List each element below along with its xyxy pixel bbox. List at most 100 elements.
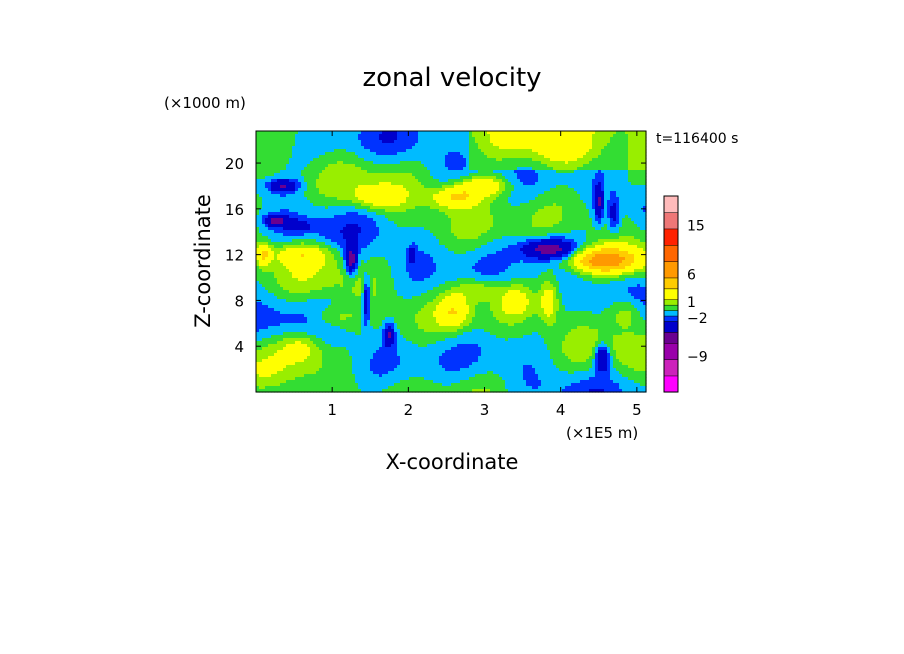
heatmap-field [256,131,647,393]
heatmap-cell [529,140,533,144]
heatmap-cell [373,242,377,246]
heatmap-cell [448,230,452,234]
heatmap-cell [580,242,584,246]
heatmap-cell [289,224,293,228]
heatmap-cell [301,167,305,171]
heatmap-cell [346,164,350,168]
heatmap-cell [547,155,551,159]
heatmap-cell [553,134,557,138]
heatmap-cell [325,242,329,246]
heatmap-cell [502,218,506,222]
heatmap-cell [520,203,524,207]
heatmap-cell [382,236,386,240]
heatmap-cell [394,245,398,249]
heatmap-cell [361,158,365,162]
heatmap-cell [481,134,485,138]
heatmap-cell [625,164,629,168]
heatmap-cell [577,176,581,180]
heatmap-cell [259,227,263,231]
heatmap-cell [541,236,545,240]
heatmap-cell [589,152,593,156]
heatmap-cell [265,224,269,228]
heatmap-cell [529,176,533,180]
heatmap-cell [286,149,290,153]
heatmap-cell [505,218,509,222]
heatmap-cell [541,170,545,174]
heatmap-cell [424,143,428,147]
heatmap-cell [634,167,638,171]
heatmap-cell [472,140,476,144]
heatmap-cell [424,212,428,216]
heatmap-cell [286,146,290,150]
heatmap-cell [322,203,326,207]
heatmap-cell [538,158,542,162]
heatmap-cell [538,209,542,213]
heatmap-cell [403,167,407,171]
heatmap-cell [532,200,536,204]
heatmap-cell [331,239,335,243]
heatmap-cell [625,161,629,165]
heatmap-cell [364,170,368,174]
heatmap-cell [586,140,590,144]
heatmap-cell [334,140,338,144]
heatmap-cell [607,131,611,135]
heatmap-cell [436,218,440,222]
heatmap-cell [280,242,284,246]
heatmap-cell [580,200,584,204]
heatmap-cell [511,158,515,162]
heatmap-cell [511,164,515,168]
heatmap-cell [355,143,359,147]
heatmap-cell [379,155,383,159]
heatmap-cell [364,161,368,165]
heatmap-cell [538,221,542,225]
heatmap-cell [451,137,455,141]
heatmap-cell [604,179,608,183]
heatmap-cell [466,209,470,213]
heatmap-cell [283,152,287,156]
heatmap-cell [511,227,515,231]
heatmap-cell [466,179,470,183]
heatmap-cell [265,137,269,141]
heatmap-cell [490,179,494,183]
heatmap-cell [262,152,266,156]
heatmap-cell [517,188,521,192]
heatmap-cell [529,164,533,168]
heatmap-cell [331,206,335,210]
heatmap-cell [379,185,383,189]
heatmap-cell [574,143,578,147]
heatmap-cell [631,137,635,141]
heatmap-cell [517,134,521,138]
heatmap-cell [481,182,485,186]
heatmap-cell [550,239,554,243]
heatmap-cell [376,176,380,180]
heatmap-cell [271,218,275,222]
heatmap-cell [316,140,320,144]
heatmap-cell [349,197,353,201]
heatmap-cell [523,164,527,168]
heatmap-cell [538,176,542,180]
heatmap-cell [454,236,458,240]
heatmap-cell [301,236,305,240]
heatmap-cell [487,218,491,222]
heatmap-cell [424,191,428,195]
heatmap-cell [325,197,329,201]
heatmap-cell [574,140,578,144]
heatmap-cell [634,212,638,216]
heatmap-cell [640,188,644,192]
heatmap-cell [307,164,311,168]
heatmap-cell [511,194,515,198]
heatmap-cell [289,218,293,222]
heatmap-cell [283,221,287,225]
heatmap-cell [556,173,560,177]
heatmap-cell [337,176,341,180]
heatmap-cell [502,194,506,198]
heatmap-cell [454,140,458,144]
heatmap-cell [289,152,293,156]
heatmap-cell [403,179,407,183]
heatmap-cell [502,137,506,141]
heatmap-cell [595,200,599,204]
heatmap-cell [643,176,647,180]
heatmap-cell [472,188,476,192]
heatmap-cell [601,203,605,207]
heatmap-cell [466,224,470,228]
